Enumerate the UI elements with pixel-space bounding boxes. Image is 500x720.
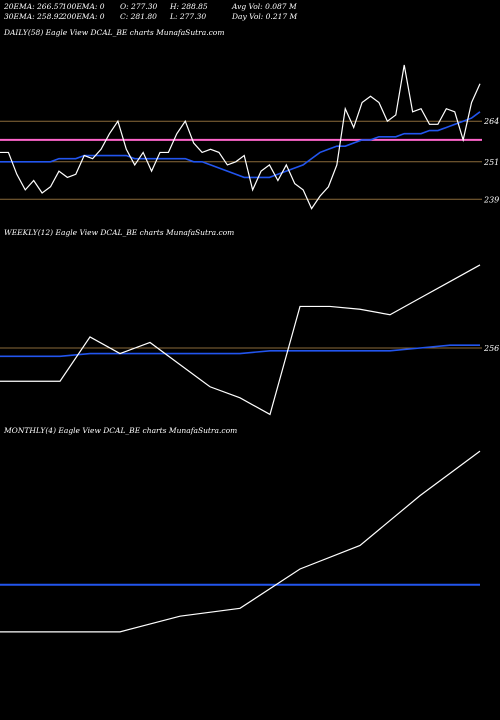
monthly-price-line (0, 450, 481, 633)
header-open: O: 277.30 (120, 2, 158, 11)
header-20ema: 20EMA: 266.57 (4, 2, 64, 11)
weekly-price-line (0, 264, 481, 416)
weekly-y-tick-0: 256 (483, 344, 499, 353)
weekly-panel-label: WEEKLY(12) Eagle View DCAL_BE charts Mun… (4, 228, 235, 237)
header-avg-vol: Avg Vol: 0.087 M (232, 2, 297, 11)
weekly-ema-line (0, 344, 480, 358)
header-low: L: 277.30 (170, 12, 207, 21)
daily-y-tick-2: 239 (483, 195, 499, 204)
header-100ema: 100EMA: 0 (62, 2, 105, 11)
daily-ema-line (0, 111, 481, 179)
header-200ema: 200EMA: 0 (62, 12, 105, 21)
monthly-panel-label: MONTHLY(4) Eagle View DCAL_BE charts Mun… (4, 426, 238, 435)
daily-price-line (0, 64, 481, 210)
header-day-vol: Day Vol: 0.217 M (232, 12, 298, 21)
header-30ema: 30EMA: 258.92 (4, 12, 64, 21)
header-high: H: 288.85 (170, 2, 208, 11)
daily-y-tick-1: 251 (483, 158, 499, 167)
header-close: C: 281.80 (120, 12, 157, 21)
daily-panel-label: DAILY(58) Eagle View DCAL_BE charts Muna… (4, 28, 225, 37)
daily-y-tick-0: 264 (483, 117, 499, 126)
